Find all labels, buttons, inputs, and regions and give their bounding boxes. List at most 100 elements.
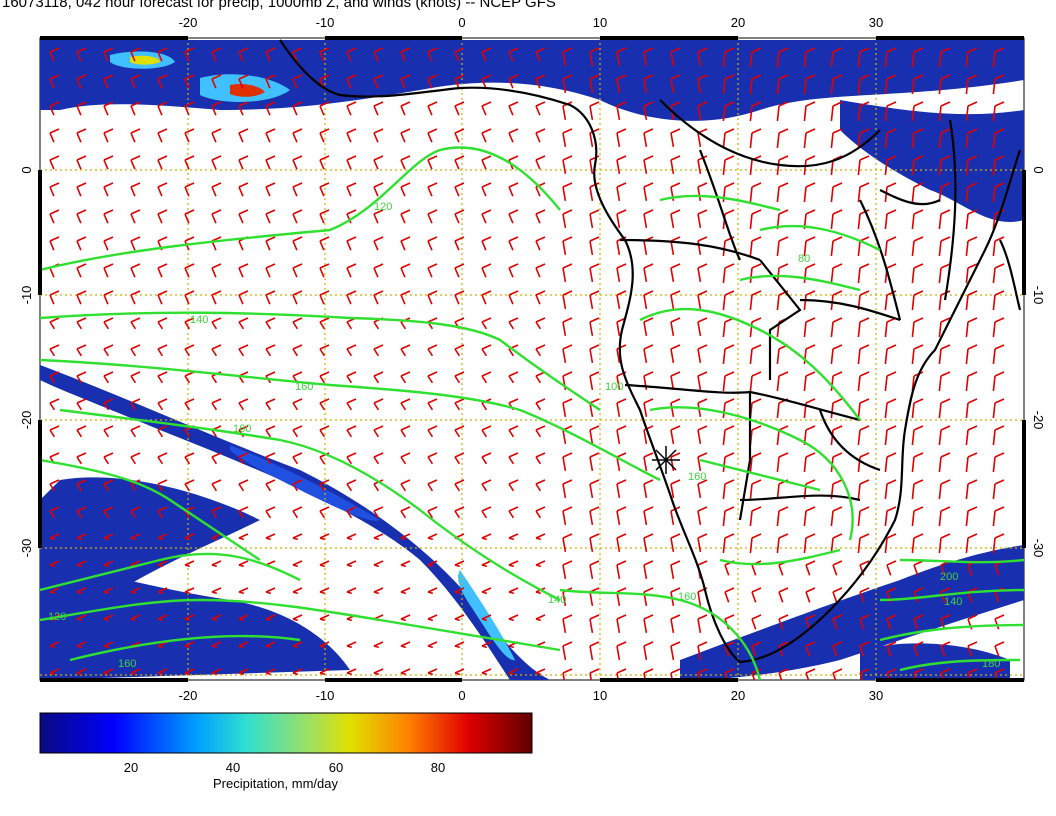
wind-barb [803,101,816,122]
wind-barb [992,344,1005,365]
wind-barb [400,668,411,676]
wind-barb [616,47,627,67]
y-axis-left-labels: 0 -10 -20 -30 [19,166,34,557]
wind-barb [265,128,276,143]
wind-barb [965,128,978,149]
wind-barb [184,155,195,170]
wind-barb [992,263,1005,284]
wind-barb [184,263,195,278]
wind-barb [49,641,60,649]
wind-barb [157,155,168,170]
wind-barb [911,101,924,122]
wind-barb [454,668,465,676]
wind-barb [49,533,60,541]
wind-barb [130,452,141,465]
wind-barb [670,479,681,499]
wind-barb [992,317,1005,338]
wind-barb [643,506,654,526]
wind-barb [211,74,222,89]
wind-barb [319,668,330,676]
wind-barb [965,74,978,95]
wind-barb [319,398,330,411]
wind-barb [859,614,870,630]
wind-barb [157,560,168,568]
wind-barb [722,263,735,284]
wind-barb [751,641,762,657]
wind-barb [965,182,978,203]
wind-barb [130,155,141,170]
wind-barb [103,587,114,595]
wind-barb [265,533,276,541]
wind-barb [238,74,249,89]
wind-barb [589,425,600,445]
wind-barb [292,587,303,595]
wind-barb [211,641,222,649]
contour-label: 160 [295,381,313,393]
x-tick-label: -10 [316,688,335,703]
wind-barb [157,641,168,649]
contour-label: 140 [548,594,566,606]
wind-barb [697,236,708,256]
wind-barb [992,155,1005,176]
wind-barb [238,344,249,357]
wind-barb [103,47,114,62]
wind-barb [373,47,384,62]
wind-barb [697,263,708,283]
wind-barb [211,506,222,519]
wind-barb [616,587,627,607]
wind-barb [884,398,897,419]
wind-barb [427,668,438,676]
wind-barb [49,290,60,305]
wind-barb [319,479,330,492]
wind-barb [454,641,465,649]
wind-barb [616,101,627,121]
wind-barb [400,371,411,384]
wind-barb [967,641,978,657]
frame-ticks [38,36,1026,682]
wind-barb [103,155,114,170]
wind-barb [722,290,735,311]
colorbar-tick-label: 40 [225,760,241,775]
wind-barb [130,290,141,305]
wind-barb [76,263,87,278]
wind-barb [373,74,384,89]
wind-barb [830,263,843,284]
wind-barb [938,398,951,419]
wind-barb [103,560,114,568]
wind-barb [911,182,924,203]
wind-barb [616,290,627,310]
wind-barb [346,209,357,224]
wind-barb [211,101,222,116]
wind-barb [373,290,384,305]
wind-barb [49,398,60,411]
wind-barb [722,344,735,365]
wind-barb [157,209,168,224]
wind-barb [211,47,222,62]
wind-barb [803,317,816,338]
wind-barb [184,128,195,143]
wind-barb [130,182,141,197]
wind-barb [184,533,195,541]
wind-barb [103,641,114,649]
wind-barb [319,425,330,438]
wind-barb [776,236,789,257]
wind-barb [830,398,843,419]
wind-barb [373,641,384,649]
wind-barb [76,209,87,224]
wind-barb [157,668,168,676]
wind-barb [184,479,195,492]
wind-barb [749,128,762,149]
wind-barb [265,641,276,649]
wind-barb [265,290,276,305]
wind-barb [265,263,276,278]
wind-barb [589,371,600,391]
wind-barb [184,641,195,649]
wind-barb [508,182,519,197]
wind-barb [238,641,249,649]
wind-barb [103,533,114,541]
wind-barb [49,128,60,143]
wind-barb [803,344,816,365]
contour-label: 100 [605,381,623,393]
wind-barb [749,236,762,257]
wind-barb [211,479,222,492]
